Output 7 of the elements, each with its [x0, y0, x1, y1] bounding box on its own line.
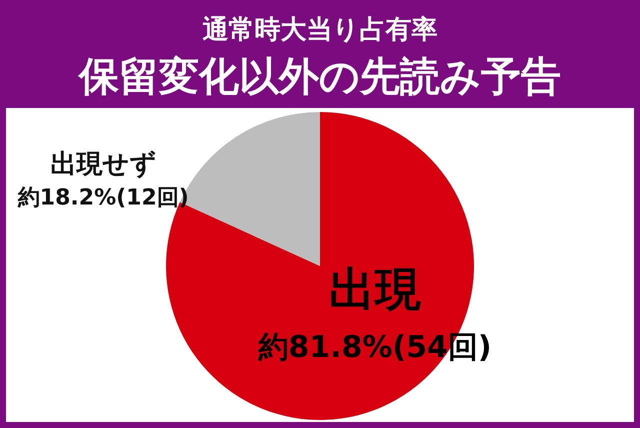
data-label: 約81.8%(54回) [257, 330, 492, 365]
chart-subtitle: 保留変化以外の先読み予告 [77, 54, 561, 100]
pie-slice [180, 112, 320, 266]
chart-title: 通常時大当り占有率 [202, 15, 438, 45]
slice-label: 出現せず [50, 149, 156, 180]
slice-label: 出現 [329, 262, 421, 316]
data-label: 約18.2%(12回) [16, 185, 189, 210]
